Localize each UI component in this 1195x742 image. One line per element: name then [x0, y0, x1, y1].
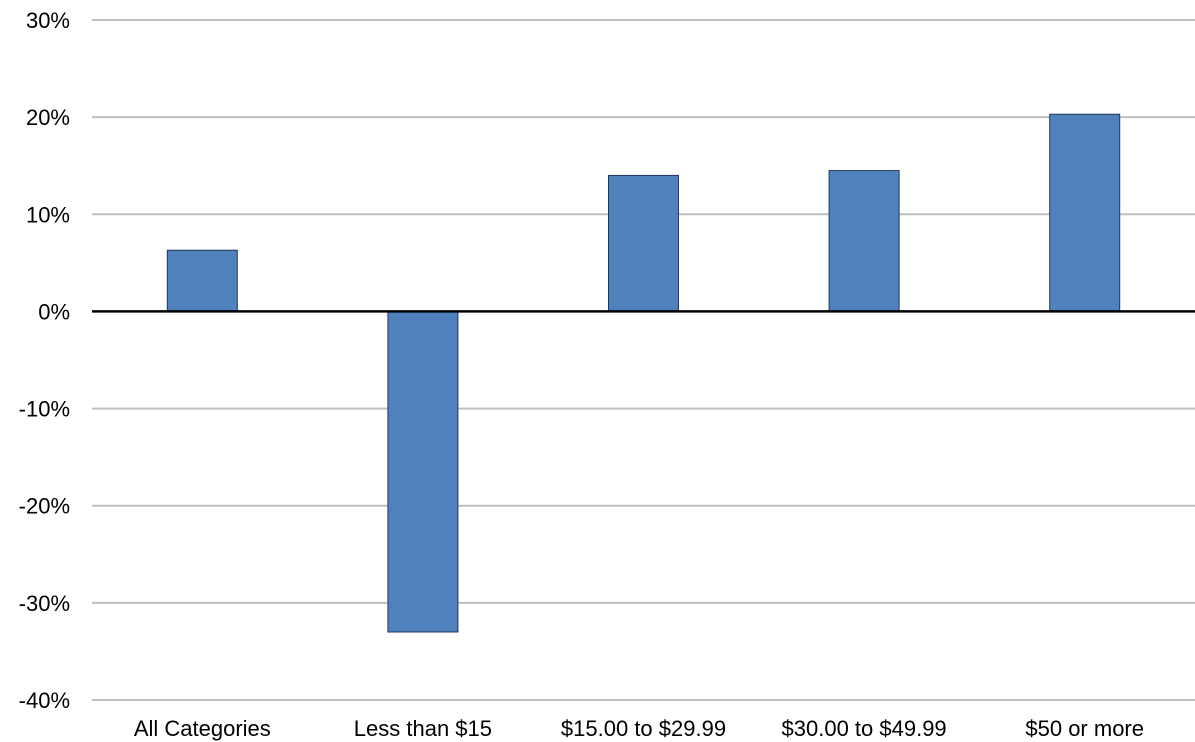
x-category-label: $15.00 to $29.99: [561, 716, 726, 741]
bar: [608, 174, 679, 312]
y-tick-label: 20%: [26, 105, 70, 130]
gridlines: [92, 19, 1195, 701]
y-axis-tick-labels: 30% 20% 10% 0% -10% -20% -30% -40%: [19, 8, 70, 713]
y-tick-label: -40%: [19, 688, 70, 713]
y-tick-label: -20%: [19, 494, 70, 519]
y-tick-label: 30%: [26, 8, 70, 33]
bar: [828, 170, 900, 312]
bar: [166, 249, 238, 312]
y-tick-label: -30%: [19, 591, 70, 616]
bars: [166, 113, 1121, 633]
bar: [1049, 113, 1121, 312]
y-tick-label: 10%: [26, 202, 70, 227]
x-category-label: Less than $15: [354, 716, 492, 741]
x-category-label: $30.00 to $49.99: [782, 716, 947, 741]
bar: [387, 310, 459, 633]
y-tick-label: 0%: [38, 299, 70, 324]
y-tick-label: -10%: [19, 397, 70, 422]
x-axis-category-labels: All Categories Less than $15 $15.00 to $29…: [134, 716, 1144, 741]
x-category-label: $50 or more: [1025, 716, 1144, 741]
x-category-label: All Categories: [134, 716, 271, 741]
